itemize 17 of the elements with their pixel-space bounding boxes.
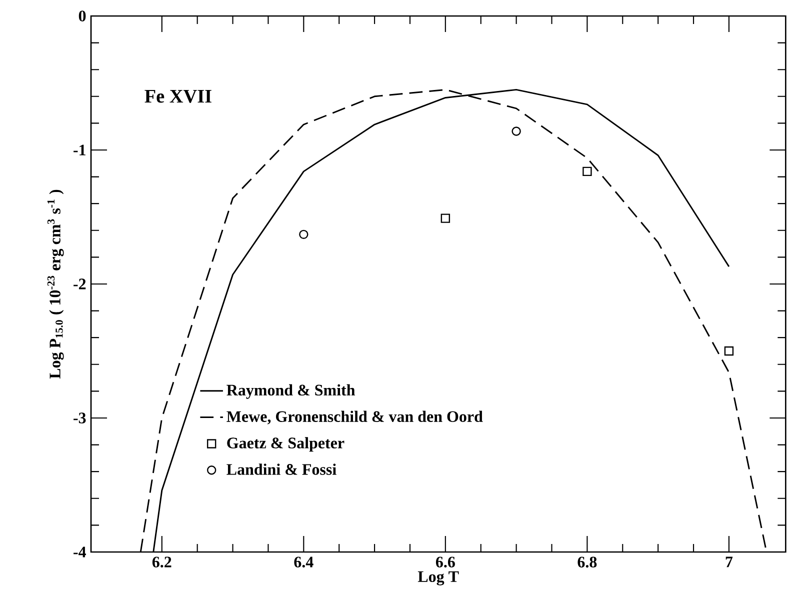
legend-label: Raymond & Smith: [226, 384, 356, 399]
text: Log P$_{15.0}$ ( 10$^{-23}$ erg cm$^{3}$ s$^{-1}$ ): [47, 190, 64, 379]
y-tick-label: -3: [74, 412, 86, 424]
y-tick-label: -1: [74, 144, 86, 156]
y-tick-label: 0: [78, 10, 86, 22]
legend-label: Gaetz & Salpeter: [227, 437, 344, 452]
x-axis-title: Log T: [418, 571, 459, 586]
x-tick-label: 6.6: [436, 556, 455, 568]
annotation: Fe XVII: [144, 90, 212, 103]
x-tick-label: 7: [726, 556, 733, 568]
x-tick-label: 6.4: [294, 556, 314, 568]
x-tick-label: 6.2: [152, 556, 172, 568]
x-tick-label: 6.8: [578, 556, 597, 568]
y-tick-label: -2: [74, 278, 86, 290]
legend-label: Mewe, Gronenschild & van den Oord: [226, 410, 483, 424]
legend-label: Landini & Fossi: [226, 464, 336, 475]
y-tick-label: -4: [74, 546, 86, 558]
